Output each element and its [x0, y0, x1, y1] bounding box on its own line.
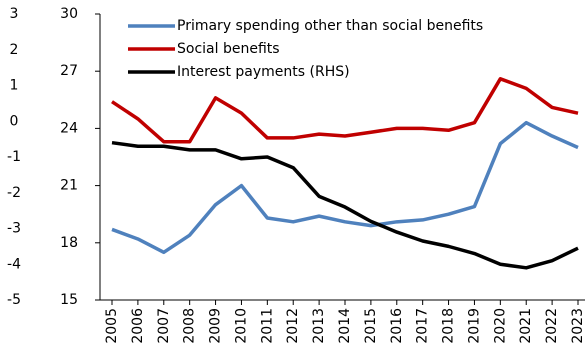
x-tick-label: 2011 — [259, 308, 275, 344]
y2-tick-label: 3 — [10, 6, 19, 22]
y2-tick-label: 2 — [10, 42, 19, 58]
series-line — [111, 77, 579, 144]
x-tick-label: 2013 — [311, 308, 327, 344]
x-tick-label: 2022 — [544, 308, 560, 344]
y2-tick-label: -4 — [7, 256, 21, 272]
y-tick-label: 21 — [60, 178, 78, 194]
x-tick-label: 2010 — [233, 308, 249, 344]
x-tick-label: 2015 — [363, 308, 379, 344]
x-tick-label: 2018 — [441, 308, 457, 344]
y2-tick-label: 0 — [10, 113, 19, 129]
x-tick-label: 2005 — [104, 308, 120, 344]
y2-tick-label: -2 — [7, 185, 21, 201]
x-tick-label: 2007 — [156, 308, 172, 344]
x-tick-label: 2006 — [130, 308, 146, 344]
x-tick-label: 2017 — [415, 308, 431, 344]
y-tick-label: 18 — [60, 235, 78, 251]
y-tick-label: 15 — [60, 292, 78, 308]
series-line — [111, 140, 579, 270]
legend-label: Interest payments (RHS) — [177, 64, 350, 80]
y2-tick-label: -5 — [7, 292, 21, 308]
y-tick-label: 27 — [60, 63, 78, 79]
y2-tick-label: -3 — [7, 221, 21, 237]
legend-label: Social benefits — [177, 41, 280, 57]
y-tick-label: 24 — [60, 120, 78, 136]
y-tick-label: 30 — [60, 6, 78, 22]
x-tick-label: 2012 — [285, 308, 301, 344]
x-tick-label: 2023 — [570, 308, 585, 344]
legend-label: Primary spending other than social benef… — [177, 18, 483, 34]
x-tick-label: 2019 — [466, 308, 482, 344]
series-line — [111, 120, 579, 255]
y2-tick-label: -1 — [7, 149, 21, 165]
x-tick-label: 2021 — [518, 308, 534, 344]
y2-tick-label: 1 — [10, 78, 19, 94]
x-tick-label: 2020 — [492, 308, 508, 344]
x-tick-label: 2009 — [208, 308, 224, 344]
x-tick-label: 2014 — [337, 308, 353, 344]
x-tick-label: 2008 — [182, 308, 198, 344]
x-tick-label: 2016 — [389, 308, 405, 344]
